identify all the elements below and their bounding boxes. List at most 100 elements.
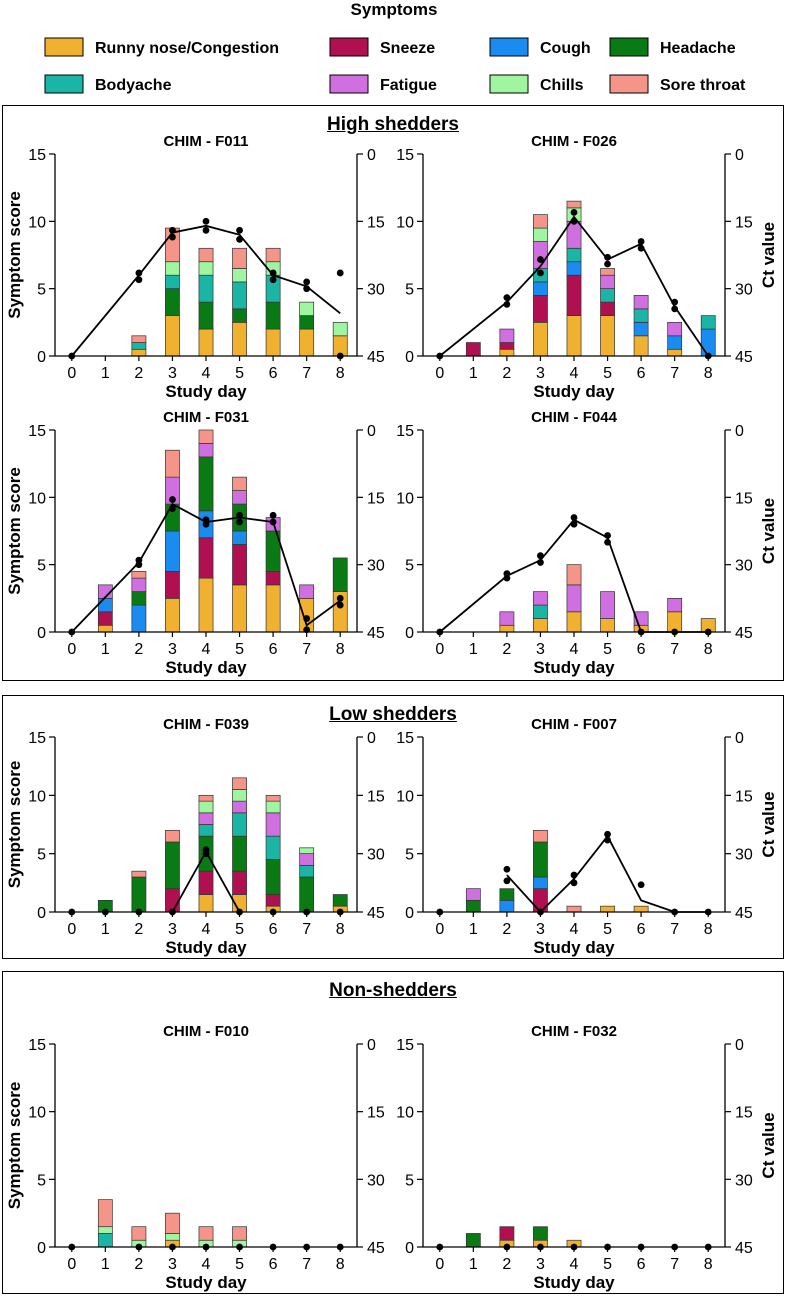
bar-segment	[198, 577, 214, 633]
ct-point	[637, 244, 645, 252]
ct-point	[336, 601, 344, 609]
ct-line	[439, 215, 709, 357]
ct-point	[101, 908, 109, 916]
bar-segment	[533, 321, 548, 357]
x-tick-label: 1	[469, 365, 478, 382]
bar-segment	[198, 894, 214, 913]
bar-segment	[566, 611, 582, 633]
ct-point	[169, 226, 176, 234]
bar-segment	[198, 1226, 214, 1241]
bar-segment	[198, 812, 214, 825]
ct-point	[303, 615, 311, 622]
bar-segment	[165, 829, 180, 843]
y-tick-label-left: 10	[396, 490, 414, 507]
bar-segment	[232, 870, 247, 895]
y-axis-label-left: Symptom score	[5, 467, 24, 595]
bar-segment	[232, 490, 247, 505]
bar-segment	[533, 241, 548, 269]
y-tick-label-right: 0	[735, 423, 744, 440]
ct-point	[269, 518, 277, 526]
chart-title: CHIM - F026	[531, 133, 617, 150]
bar-segment	[165, 261, 180, 276]
ct-point	[169, 1243, 176, 1251]
x-tick-label: 0	[435, 921, 444, 938]
ct-point	[503, 294, 511, 302]
y-tick-label-left: 10	[28, 214, 46, 231]
y-tick-label-right: 15	[367, 214, 385, 231]
y-tick-label-right: 30	[735, 558, 753, 575]
y-tick-label-left: 15	[396, 147, 414, 164]
bar-segment	[131, 591, 147, 606]
y-axis-label-left: Symptom score	[5, 1082, 24, 1210]
bar-segment	[299, 847, 315, 855]
bar-segment	[633, 905, 649, 913]
x-tick-label: 4	[202, 1256, 211, 1273]
x-tick-label: 0	[67, 365, 76, 382]
y-tick-label-left: 0	[37, 1240, 46, 1257]
bar-segment	[499, 342, 515, 350]
bar-segment	[600, 618, 615, 633]
ct-point	[303, 626, 311, 634]
x-axis-label: Study day	[165, 1273, 247, 1292]
x-tick-label: 0	[435, 1256, 444, 1273]
bar-segment	[499, 899, 515, 913]
chart-title: CHIM - F010	[163, 1023, 249, 1040]
y-tick-label-left: 15	[28, 1037, 46, 1054]
bar-segment	[332, 894, 348, 907]
ct-line	[71, 502, 341, 633]
y-axis-label-left: Symptom score	[5, 191, 24, 319]
ct-point	[637, 881, 645, 889]
x-tick-label: 1	[101, 641, 110, 658]
y-tick-label-right: 30	[735, 847, 753, 864]
x-tick-label: 2	[134, 365, 143, 382]
y-tick-label-left: 5	[37, 558, 46, 575]
bar-segment	[232, 835, 247, 872]
bar-segment	[165, 597, 180, 633]
x-tick-label: 2	[502, 641, 511, 658]
x-tick-label: 0	[67, 641, 76, 658]
bar-segment	[265, 301, 281, 330]
bar-segment	[465, 1233, 481, 1248]
y-tick-label-right: 45	[735, 625, 753, 642]
y-tick-label-right: 30	[735, 282, 753, 299]
x-tick-label: 0	[435, 641, 444, 658]
y-tick-label-right: 0	[735, 147, 744, 164]
legend-swatch-headache	[609, 37, 649, 57]
bar-segment	[533, 295, 548, 323]
bar-segment	[533, 604, 548, 619]
y-tick-label-left: 15	[28, 147, 46, 164]
ct-point	[671, 298, 679, 306]
ct-point	[704, 908, 712, 916]
x-axis-label: Study day	[533, 382, 615, 401]
x-tick-label: 6	[637, 1256, 646, 1273]
bar-segment	[198, 301, 214, 330]
ct-point	[336, 1243, 344, 1251]
bar-segment	[499, 624, 515, 633]
ct-point	[637, 1243, 645, 1251]
bar-segment	[499, 1226, 515, 1241]
x-axis-label: Study day	[165, 382, 247, 401]
y-tick-label-right: 15	[735, 490, 753, 507]
x-tick-label: 1	[101, 365, 110, 382]
ct-point	[269, 908, 277, 916]
bar-segment	[232, 530, 247, 545]
x-tick-label: 4	[202, 365, 211, 382]
x-tick-label: 5	[603, 921, 612, 938]
x-tick-label: 6	[269, 365, 278, 382]
bar-segment	[566, 584, 582, 613]
x-tick-label: 5	[235, 1256, 244, 1273]
ct-point	[604, 830, 611, 838]
x-tick-label: 3	[168, 365, 177, 382]
ct-point	[604, 1243, 611, 1251]
y-axis-label-right: Ct value	[759, 222, 778, 288]
bar-segment	[165, 571, 180, 599]
y-tick-label-right: 30	[735, 1172, 753, 1189]
x-tick-label: 5	[603, 641, 612, 658]
group-title-low: Low shedders	[329, 704, 457, 725]
bar-segment	[265, 584, 281, 633]
ct-point	[570, 514, 578, 521]
legend-label-chills: Chills	[540, 77, 584, 94]
x-tick-label: 4	[570, 921, 579, 938]
bar-segment	[600, 591, 615, 619]
